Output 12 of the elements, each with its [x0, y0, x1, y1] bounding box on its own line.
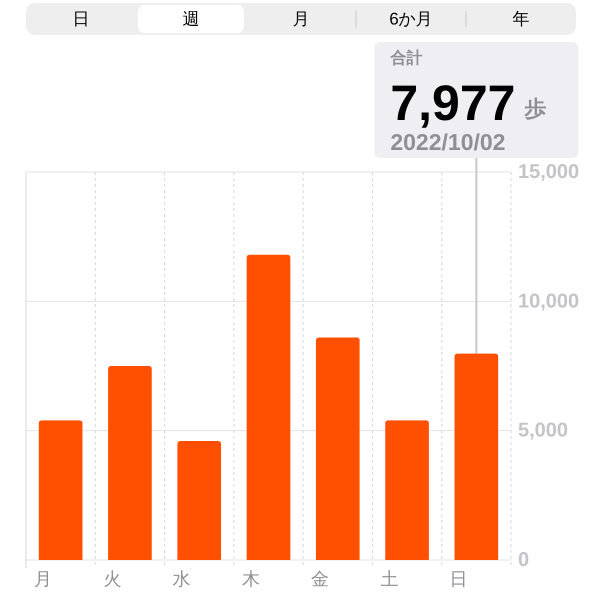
y-tick-label: 10,000	[518, 290, 580, 312]
segmented-control: 日 週 月 6か月 年	[26, 3, 576, 35]
x-tick-label: 金	[311, 569, 330, 589]
x-tick-label: 日	[450, 569, 468, 589]
y-tick-label: 0	[518, 549, 530, 571]
y-tick-label: 15,000	[518, 161, 580, 183]
x-tick-label: 木	[242, 569, 260, 589]
x-tick-label: 水	[172, 569, 191, 589]
y-tick-label: 5,000	[518, 420, 568, 442]
x-tick-label: 土	[380, 569, 398, 589]
x-tick-label: 火	[103, 569, 122, 589]
x-tick-label: 月	[34, 569, 52, 589]
